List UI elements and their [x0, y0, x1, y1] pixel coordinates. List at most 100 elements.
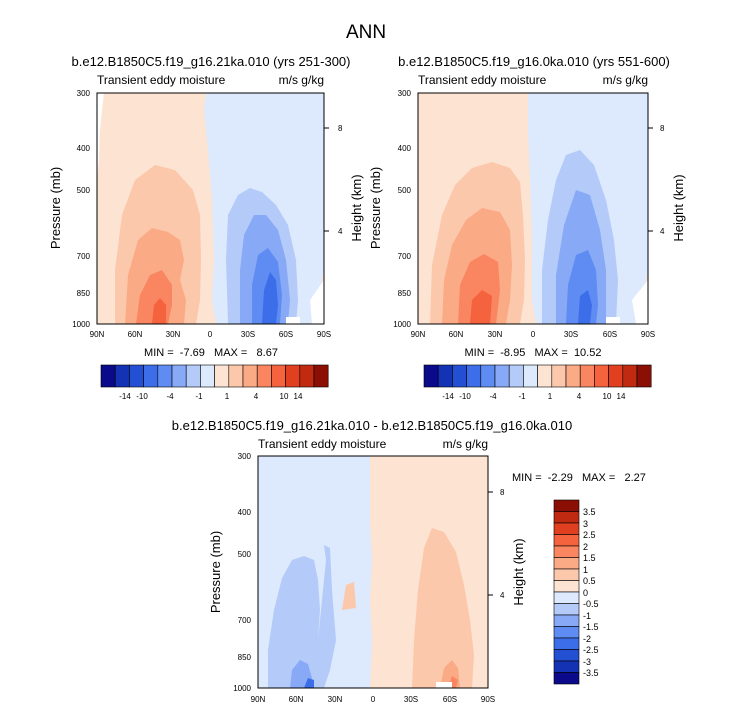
panel-3-y-tick-right: 8 — [500, 488, 505, 497]
panel-3-x-tick: 30S — [404, 695, 418, 704]
panel-1-colorbar-label: 1 — [225, 392, 230, 401]
panel-2-colorbar-label: 14 — [617, 392, 626, 401]
panel-2-colorbar-box — [423, 364, 439, 388]
panel-1-colorbar-box — [200, 364, 215, 388]
panel-2-stats: MIN = -8.95 MAX = 10.52 — [465, 347, 602, 359]
panel-3-colorbar-label: 2 — [583, 542, 588, 552]
panel-2-colorbar-label: -4 — [489, 392, 497, 401]
panel-3-colorbar-box — [553, 522, 580, 535]
panel-3-colorbar-box — [553, 672, 580, 685]
panel-3-x-ticks: 90N 60N 30N 0 30S 60S 90S — [251, 695, 495, 704]
panel-3-colorbar-box — [553, 580, 580, 593]
panel-1-colorbar-box — [114, 364, 130, 388]
panel-3-y-tick: 300 — [238, 452, 252, 461]
panel-1-plot — [96, 92, 325, 325]
panel-3-colorbar-label: -2 — [583, 634, 591, 644]
panel-1-colorbar-box — [185, 364, 201, 388]
panel-2-y-tick: 400 — [398, 144, 412, 153]
panel-3-title: b.e12.B1850C5.f19_g16.21ka.010 - b.e12.B… — [172, 418, 572, 433]
panel-1-y-tick: 500 — [77, 186, 91, 195]
panel-2-x-tick: 60N — [449, 330, 464, 339]
panel-3-colorbar-label: 1 — [583, 565, 588, 575]
panel-2-colorbar-box — [579, 364, 595, 388]
panel-2-colorbar-labels: -14 -10 -4 -1 1 4 10 14 — [442, 392, 626, 401]
panel-1-y-tick: 300 — [77, 89, 91, 98]
panel-1-x-tick: 30S — [241, 330, 255, 339]
panel-2-colorbar-box — [508, 364, 524, 388]
panel-3-plot — [257, 455, 489, 689]
panel-3-colorbar-box — [553, 568, 580, 581]
panel-2-colorbar-box — [565, 364, 581, 388]
panel-1-ylabel-right: Height (km) — [349, 174, 364, 241]
panel-3-y-tick: 1000 — [233, 684, 251, 693]
panel-1-colorbar-box — [242, 364, 258, 388]
panel-3-colorbar-box — [553, 545, 580, 558]
panel-2-colorbar-box — [636, 364, 652, 388]
panel-1-colorbar-box — [285, 364, 301, 388]
panel-2-colorbar-label: -10 — [459, 392, 471, 401]
panel-2-y-tick: 300 — [398, 89, 412, 98]
panel-3-colorbar-label: -2.5 — [583, 645, 599, 655]
panel-3-frame — [257, 455, 489, 689]
panel-1-x-tick: 0 — [208, 330, 213, 339]
panel-3-x-tick: 0 — [371, 695, 376, 704]
panel-3-ylabel-right: Height (km) — [511, 538, 526, 605]
panel-1-y-tick: 700 — [77, 252, 91, 261]
panel-3-colorbar-box — [553, 626, 580, 639]
panel-1-colorbar-box — [157, 364, 173, 388]
panel-1-x-ticks: 90N 60N 30N 0 30S 60S 90S — [90, 330, 331, 339]
panel-3-neg-level-3 — [290, 660, 312, 688]
panel-1-colorbar-box — [143, 364, 159, 388]
panel-3: b.e12.B1850C5.f19_g16.21ka.010 - b.e12.B… — [172, 418, 646, 704]
panel-1-x-tick: 90S — [317, 330, 331, 339]
panel-1-colorbar-label: 10 — [280, 392, 289, 401]
panel-2-x-tick: 90N — [411, 330, 426, 339]
panel-2-frame — [417, 92, 649, 325]
panel-3-colorbar-box — [553, 591, 580, 604]
panel-3-x-tick: 90N — [251, 695, 266, 704]
panel-2-subtitle-right: m/s g/kg — [603, 73, 648, 87]
panel-1-y-ticks: 300 400 500 700 850 1000 — [72, 89, 90, 329]
panel-3-neg-level-2 — [268, 545, 336, 688]
panel-1-colorbar-label: -14 — [119, 392, 131, 401]
panel-2-x-tick: 30S — [564, 330, 578, 339]
panel-2-colorbar — [423, 364, 652, 388]
panel-2-x-tick: 60S — [603, 330, 617, 339]
panel-2-y-tick: 500 — [398, 186, 412, 195]
panel-2-pos-level-5 — [470, 290, 492, 324]
panel-1-y-tick: 400 — [77, 144, 91, 153]
panel-2-colorbar-box — [466, 364, 482, 388]
panel-3-colorbar-label: -1 — [583, 611, 591, 621]
panel-2-y-ticks: 300 400 500 700 850 1000 — [393, 89, 411, 329]
panel-3-ylabel: Pressure (mb) — [208, 531, 223, 613]
panel-1: b.e12.B1850C5.f19_g16.21ka.010 (yrs 251-… — [48, 54, 364, 401]
panel-1-colorbar-box — [228, 364, 244, 388]
panel-1-x-tick: 60N — [128, 330, 143, 339]
panel-3-colorbar-box — [553, 557, 580, 570]
panel-1-colorbar-box — [171, 364, 187, 388]
panel-3-pos-level-2b — [342, 582, 356, 610]
panel-3-pos-level-2 — [412, 528, 474, 688]
panel-3-colorbar-label: -3.5 — [583, 668, 599, 678]
panel-3-y-ticks: 300 400 500 700 850 1000 — [233, 452, 251, 693]
panel-3-colorbar-box — [553, 660, 580, 673]
panel-3-colorbar-box — [553, 511, 580, 524]
panel-1-topo-mask — [286, 280, 324, 324]
panel-1-subtitle-left: Transient eddy moisture — [97, 73, 226, 87]
panel-2-neg-level-5 — [578, 290, 592, 324]
panel-1-frame — [96, 92, 325, 325]
panel-1-colorbar-box — [100, 364, 116, 388]
panel-1-y-tick-right: 8 — [338, 124, 343, 133]
panel-2-colorbar-box — [608, 364, 624, 388]
panel-2-plot — [417, 92, 649, 325]
panel-2-subtitle-left: Transient eddy moisture — [418, 73, 547, 87]
panel-3-colorbar-label: 1.5 — [583, 553, 596, 563]
panel-3-colorbar-label: -1.5 — [583, 622, 599, 632]
panel-1-colorbar-label: -1 — [195, 392, 203, 401]
panel-2-colorbar-box — [480, 364, 496, 388]
panel-3-colorbar-label: 3.5 — [583, 507, 596, 517]
panel-3-subtitle-left: Transient eddy moisture — [258, 437, 387, 451]
panel-3-colorbar-labels: 3.5 3 2.5 2 1.5 1 0.5 0 -0.5 -1 -1.5 -2 … — [583, 507, 599, 678]
panel-1-colorbar — [100, 364, 329, 388]
